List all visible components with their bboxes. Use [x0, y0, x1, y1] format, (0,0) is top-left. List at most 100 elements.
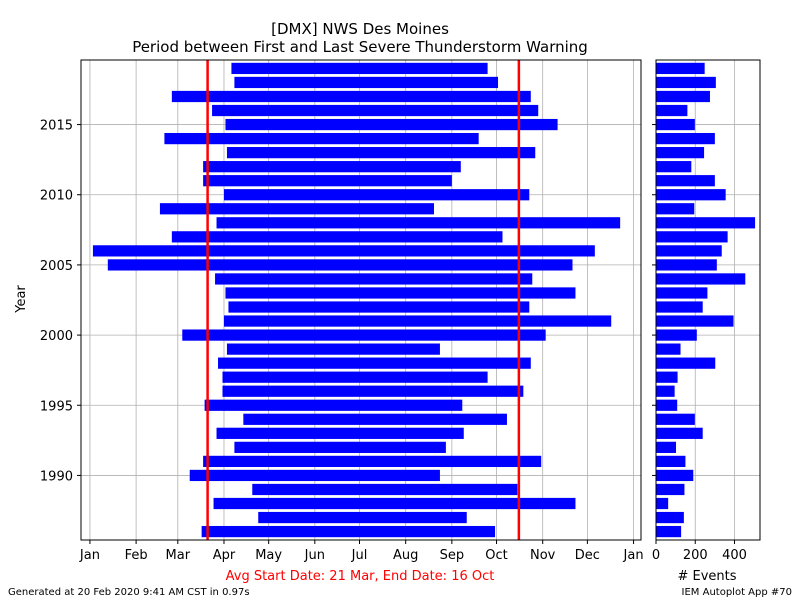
y-tick-label: 1990 [40, 469, 73, 484]
x-tick-label: May [255, 548, 282, 563]
events-bar [656, 287, 708, 299]
range-bar [204, 399, 463, 411]
footer-app: IEM Autoplot App #70 [682, 587, 792, 598]
x-tick-label: Aug [393, 548, 418, 563]
range-bar [212, 104, 539, 117]
events-bar [656, 132, 715, 145]
events-x-tick-label: 0 [652, 548, 660, 563]
events-bar [656, 399, 678, 411]
range-bar [243, 413, 507, 425]
x-tick-label: Nov [530, 548, 556, 563]
events-bar [656, 245, 722, 257]
x-tick-label: Dec [575, 548, 600, 563]
events-bar [656, 203, 695, 215]
x-tick-label: Jan [79, 548, 100, 563]
range-bar [225, 287, 576, 299]
events-bar [656, 385, 675, 397]
events-bar [656, 455, 686, 468]
range-bar [252, 483, 518, 496]
range-bar [92, 245, 595, 257]
events-bar [656, 189, 726, 201]
events-bar [656, 62, 705, 75]
range-bar [216, 217, 621, 229]
chart-title: [DMX] NWS Des Moines [271, 20, 449, 38]
events-bar [656, 118, 695, 131]
range-bar [203, 161, 461, 173]
events-bar [656, 357, 716, 369]
range-bar [226, 147, 536, 159]
main-plot-frame [80, 59, 642, 541]
range-bar [223, 189, 530, 201]
events-plot: 0 200 400 [652, 59, 761, 563]
events-bar [656, 90, 710, 103]
range-bar [215, 273, 533, 285]
main-plot: Jan Feb Mar Apr May Jun Jul Aug Sep Oct Nov Dec Jan 1… [40, 59, 644, 563]
events-bar [656, 315, 734, 327]
chart-subtitle: Period between First and Last Severe Thu… [132, 38, 588, 56]
range-bar [201, 525, 496, 538]
range-bar [225, 118, 558, 131]
y-tick-label: 2005 [40, 259, 73, 274]
range-bar [218, 357, 531, 369]
x-tick-label: Sep [440, 548, 465, 563]
events-bar [656, 329, 697, 341]
x-tick-label: Jul [351, 548, 368, 563]
x-tick-label: Jun [304, 548, 325, 563]
range-bar [203, 455, 542, 468]
x-tick-label: Oct [485, 548, 507, 563]
range-bar [203, 175, 452, 187]
events-bar [656, 104, 688, 117]
x-axis-label: Avg Start Date: 21 Mar, End Date: 16 Oct [226, 569, 495, 584]
events-bar [656, 259, 717, 271]
range-bar [223, 315, 612, 327]
events-bar [656, 483, 685, 496]
events-bar [656, 301, 703, 313]
x-tick-label: Apr [213, 548, 236, 563]
range-bar [231, 62, 488, 75]
events-bar [656, 76, 716, 89]
range-bar [226, 343, 440, 355]
events-plot-frame [655, 59, 761, 541]
events-axis-label: # Events [677, 569, 736, 584]
events-bar [656, 371, 678, 383]
events-bar [656, 231, 728, 243]
events-bar [656, 413, 695, 425]
events-bar [656, 147, 705, 159]
range-bar [234, 76, 499, 89]
events-x-tick-label: 400 [722, 548, 747, 563]
events-x-tick-label: 200 [683, 548, 708, 563]
events-bar [656, 525, 682, 538]
y-tick-label: 1995 [40, 399, 73, 414]
range-bar [222, 371, 488, 383]
events-bar [656, 175, 715, 187]
y-tick-label: 2015 [40, 119, 73, 134]
events-bar [656, 427, 703, 439]
range-bar [189, 469, 440, 482]
events-bar [656, 161, 692, 173]
range-bar [234, 441, 446, 453]
events-bar [656, 469, 694, 482]
events-bar [656, 273, 746, 285]
range-bar [164, 132, 479, 145]
events-bar [656, 497, 669, 510]
range-bar [159, 203, 434, 215]
events-bar [656, 217, 756, 229]
range-bar [171, 90, 531, 103]
range-bar [228, 301, 530, 313]
x-tick-label: Feb [125, 548, 148, 563]
x-tick-label: Jan [623, 548, 644, 563]
y-tick-label: 2010 [40, 189, 73, 204]
x-tick-label: Mar [166, 548, 191, 563]
events-bar [656, 343, 681, 355]
range-bar [182, 329, 546, 341]
range-bar [171, 231, 503, 243]
range-bar [258, 511, 467, 524]
events-bar [656, 441, 677, 453]
range-bar [213, 497, 576, 510]
footer-generated: Generated at 20 Feb 2020 9:41 AM CST in … [8, 587, 250, 598]
y-tick-label: 2000 [40, 329, 73, 344]
range-bar [107, 259, 573, 271]
range-bar [222, 385, 524, 397]
